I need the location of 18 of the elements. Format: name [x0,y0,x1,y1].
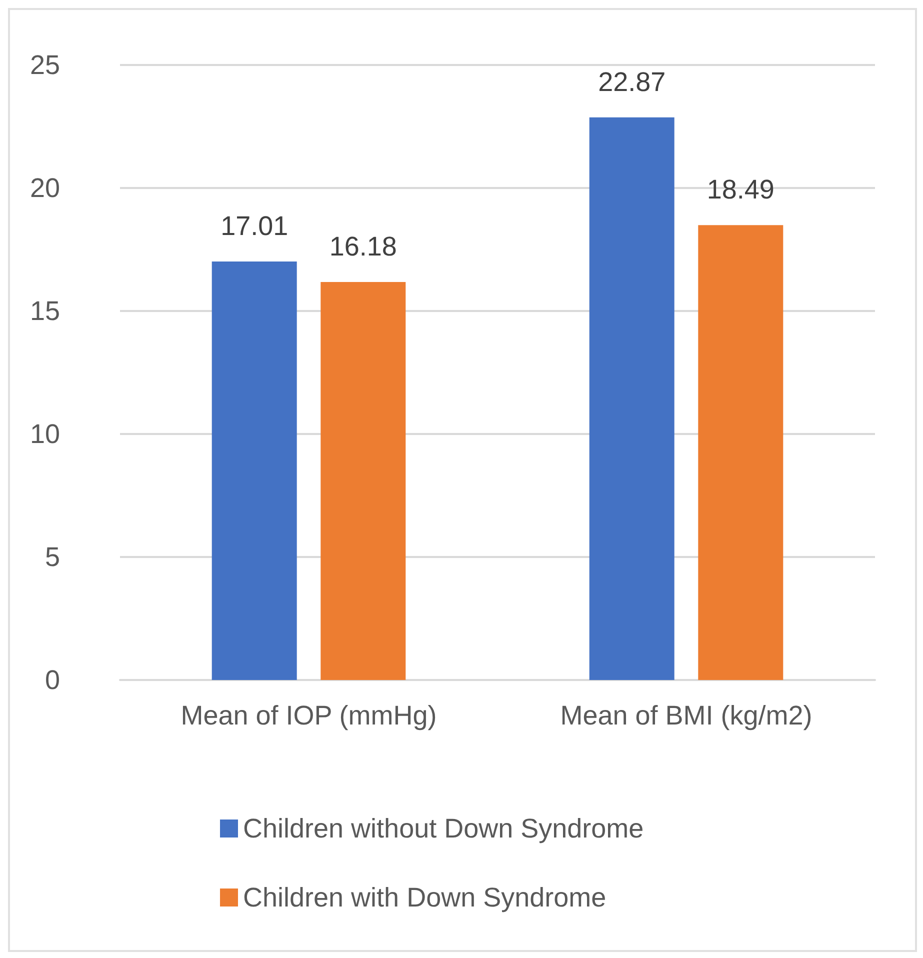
x-tick-label: Mean of BMI (kg/m2) [560,700,812,730]
bar [212,262,297,680]
legend-label: Children without Down Syndrome [243,814,644,844]
y-tick-label: 0 [44,665,60,695]
bar [320,282,406,680]
data-label: 17.01 [220,211,288,242]
y-tick-label: 25 [30,50,60,80]
data-label: 16.18 [329,231,397,262]
y-tick-label: 15 [30,296,60,326]
legend-label: Children with Down Syndrome [243,882,606,912]
x-tick-label: Mean of IOP (mmHg) [180,700,437,730]
data-label: 22.87 [598,66,666,97]
y-tick-label: 10 [30,419,60,449]
y-tick-label: 20 [30,173,60,203]
bar [698,225,784,680]
y-tick-label: 5 [44,542,60,572]
data-label: 18.49 [706,174,774,205]
bar [589,117,674,680]
